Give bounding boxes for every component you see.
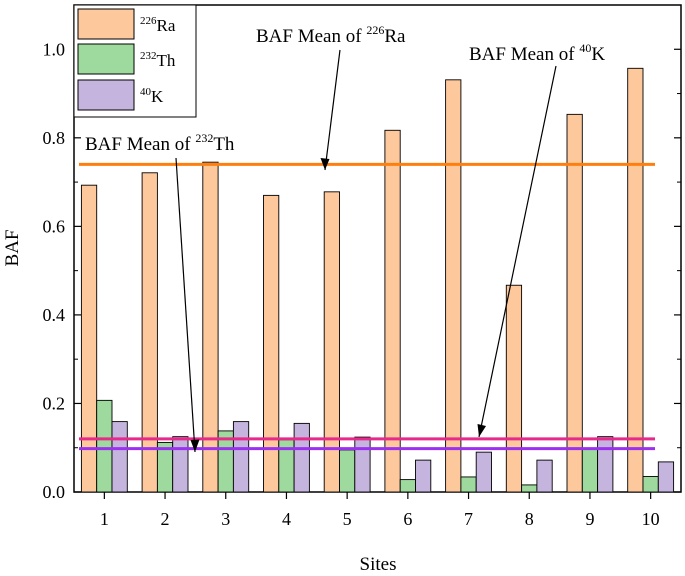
bar-k-site-9 — [597, 436, 614, 493]
annotation-th-arrowhead — [190, 439, 200, 452]
annotation-k-text: BAF Mean of 40K — [469, 41, 605, 65]
annotation-k-arrowhead — [477, 424, 486, 437]
annotation-ra-arrow — [324, 49, 341, 171]
y-tick-label: 0.8 — [43, 128, 66, 148]
annotation-th-text: BAF Mean of 232Th — [85, 131, 235, 155]
x-tick-label: 9 — [585, 509, 594, 529]
legend-item-th: 232Th — [77, 43, 176, 75]
bar-k-site-2 — [172, 436, 189, 493]
y-axis-label: BAF — [2, 230, 23, 267]
bar-ra-site-4 — [263, 194, 280, 493]
y-tick-label: 0.6 — [43, 216, 66, 236]
bar-k-site-3 — [232, 421, 250, 493]
mean-lines — [79, 162, 655, 451]
bar-k-site-4 — [293, 422, 310, 493]
y-tick-label: 0.0 — [43, 482, 66, 502]
annotation-th: BAF Mean of 232Th — [85, 131, 235, 453]
bar-th-site-8 — [521, 484, 538, 493]
bar-ra-site-8 — [505, 284, 523, 493]
bar-ra-site-6 — [384, 129, 401, 493]
bar-th-site-5 — [339, 449, 356, 493]
annotation-th-arrow — [175, 157, 196, 453]
annotation-ra: BAF Mean of 226Ra — [256, 23, 406, 171]
x-tick-label: 6 — [403, 509, 412, 529]
bar-th-site-9 — [581, 447, 599, 493]
annotation-k-arrow — [478, 65, 557, 438]
bar-ra-site-3 — [202, 161, 219, 493]
bar-k-site-10 — [657, 461, 675, 493]
x-tick-label: 10 — [642, 509, 660, 529]
y-tick-label: 1.0 — [43, 39, 66, 59]
legend-label-th: 232Th — [140, 50, 176, 70]
x-axis-ticks: 1 2 3 4 5 6 7 8 9 10 — [100, 492, 660, 529]
annotation-ra-text: BAF Mean of 226Ra — [256, 23, 406, 47]
bar-k-site-5 — [354, 436, 371, 493]
x-tick-label: 3 — [221, 509, 230, 529]
bar-ra-site-2 — [141, 172, 158, 493]
x-tick-label: 8 — [525, 509, 534, 529]
bar-ra-site-5 — [323, 191, 340, 493]
bar-th-site-7 — [460, 476, 477, 493]
bar-k-site-7 — [475, 451, 492, 493]
legend-swatch-th — [77, 43, 135, 75]
legend-item-ra: 226Ra — [77, 8, 176, 40]
x-tick-label: 5 — [343, 509, 352, 529]
legend: 226Ra 232Th 40K — [73, 4, 197, 118]
bar-ra-site-7 — [445, 79, 462, 493]
x-tick-label: 1 — [100, 509, 109, 529]
bar-ra-site-9 — [566, 113, 583, 493]
legend-swatch-k — [77, 79, 135, 111]
bar-ra-site-1 — [80, 184, 98, 493]
bar-k-site-1 — [111, 421, 128, 493]
bar-th-site-1 — [96, 399, 113, 493]
legend-label-ra: 226Ra — [140, 15, 176, 35]
plot-frame — [73, 4, 682, 493]
axes: 0.0 0.2 0.4 0.6 0.8 1.0 1 2 3 4 5 6 7 8 9 10 — [43, 4, 682, 529]
bar-th-site-10 — [642, 476, 659, 493]
legend-swatch-ra — [77, 8, 135, 40]
bar-ra-site-10 — [627, 67, 644, 493]
legend-item-k: 40K — [77, 79, 164, 111]
x-axis-label: Sites — [360, 554, 397, 575]
legend-label-k: 40K — [140, 86, 164, 106]
x-tick-label: 2 — [161, 509, 170, 529]
bar-th-site-6 — [399, 479, 416, 493]
x-tick-label: 7 — [464, 509, 473, 529]
bar-group — [80, 67, 675, 493]
y-tick-label: 0.2 — [43, 393, 66, 413]
bar-k-site-8 — [536, 459, 553, 493]
annotation-ra-arrowhead — [320, 158, 330, 170]
y-axis-ticks: 0.0 0.2 0.4 0.6 0.8 1.0 — [43, 39, 681, 502]
bar-k-site-6 — [415, 459, 432, 493]
annotation-k: BAF Mean of 40K — [469, 41, 605, 438]
x-tick-label: 4 — [282, 509, 291, 529]
y-tick-label: 0.4 — [43, 305, 66, 325]
